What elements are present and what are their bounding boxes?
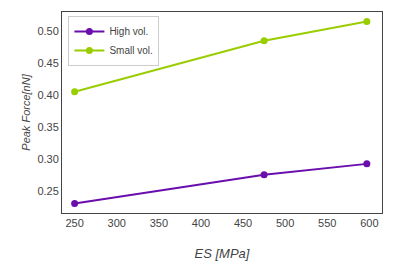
svg-text:0.40: 0.40 [37,89,58,101]
svg-text:0.45: 0.45 [37,57,58,69]
svg-text:400: 400 [192,217,210,229]
svg-text:600: 600 [360,217,378,229]
svg-text:500: 500 [276,217,294,229]
svg-text:550: 550 [318,217,336,229]
svg-text:Peak Force[nN]: Peak Force[nN] [20,73,32,150]
svg-text:350: 350 [150,217,168,229]
svg-text:0.50: 0.50 [37,25,58,37]
svg-text:250: 250 [65,217,83,229]
svg-text:0.30: 0.30 [37,153,58,165]
svg-text:0.25: 0.25 [37,185,58,197]
svg-text:Small vol.: Small vol. [109,45,152,56]
svg-text:300: 300 [108,217,126,229]
svg-text:ES [MPa]: ES [MPa] [195,246,250,261]
svg-text:450: 450 [234,217,252,229]
svg-text:High vol.: High vol. [109,26,148,37]
svg-text:0.35: 0.35 [37,121,58,133]
